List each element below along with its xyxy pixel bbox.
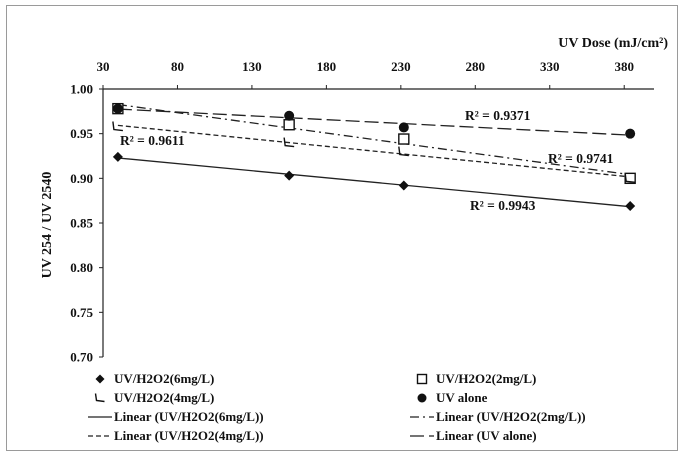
y-axis-label: UV 254 / UV 2540 [40,172,55,279]
data-point [284,170,295,181]
y-tick-label: 0.85 [70,216,93,231]
data-point [398,180,409,191]
data-point [624,173,636,184]
y-tick-label: 0.80 [70,260,93,275]
data-point [398,133,410,145]
legend-label: Linear (UV alone) [436,428,537,443]
legend-label: Linear (UV/H2O2(6mg/L)) [114,409,264,424]
r2-label: R² = 0.9611 [120,133,185,148]
data-point [112,121,123,132]
data-point [398,146,409,157]
x-tick-label: 130 [242,59,262,74]
legend-symbol [95,374,105,384]
x-tick-label: 330 [540,59,560,74]
legend-label: Linear (UV/H2O2(4mg/L)) [114,428,264,443]
legend-label: UV/H2O2(4mg/L) [114,390,214,405]
legend-label: UV alone [436,390,488,405]
data-point [283,119,295,131]
x-axis-label: UV Dose (mJ/cm²) [558,36,668,51]
legend-symbol [94,393,105,403]
data-point [284,110,295,121]
trend-line [117,157,631,208]
r2-label: R² = 0.9371 [465,108,531,123]
y-tick-label: 0.70 [70,350,93,365]
r2-label: R² = 0.9943 [470,198,536,213]
trend-line [117,124,631,178]
y-tick-label: 1.00 [70,82,93,97]
data-points [112,102,636,212]
r2-label: R² = 0.9741 [548,151,614,166]
legend-label: Linear (UV/H2O2(2mg/L)) [436,409,586,424]
x-tick-label: 180 [317,59,337,74]
y-tick-label: 0.90 [70,171,93,186]
legend-symbol [417,393,427,403]
trend-line [117,108,631,136]
x-tick-label: 30 [97,59,110,74]
trend-lines [117,103,631,208]
x-tick-label: 380 [614,59,634,74]
y-tick-label: 0.95 [70,126,93,141]
data-point [112,151,123,162]
axes [99,85,654,358]
legend-symbol [416,373,428,385]
x-tick-label: 230 [391,59,411,74]
data-point [112,103,123,114]
legend: UV/H2O2(6mg/L) UV/H2O2(2mg/L) UV/H2O2(4mg/… [88,371,586,443]
y-tick-label: 0.75 [70,305,93,320]
data-point [283,137,295,148]
x-tick-label: 80 [171,59,184,74]
x-tick-label: 280 [466,59,486,74]
data-point [625,128,636,139]
legend-label: UV/H2O2(2mg/L) [436,371,536,386]
chart-frame [6,5,678,451]
tick-labels: 30 80 130 180 230 280 330 380 0.70 0.75 0.80 0.85 0.… [70,59,634,365]
data-point [625,201,636,212]
r2-labels: R² = 0.9943 R² = 0.9741 R² = 0.9611 R² = 0.… [120,108,614,213]
legend-label: UV/H2O2(6mg/L) [114,371,214,386]
data-point [398,122,409,133]
